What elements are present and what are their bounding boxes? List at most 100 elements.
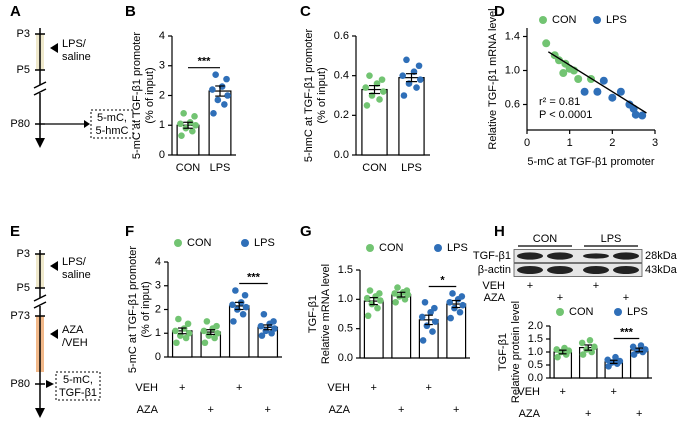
data-point <box>449 290 456 297</box>
data-point <box>363 102 371 109</box>
data-point <box>394 284 401 291</box>
data-point <box>242 303 250 311</box>
panel-label: F <box>125 223 134 240</box>
arrow-head <box>35 408 45 418</box>
y-axis-label: 5-mC at TGF-β1 promoter <box>131 32 143 159</box>
data-point <box>374 304 381 312</box>
x-axis-label: 5-mC at TGF-β1 promoter <box>527 156 654 168</box>
data-point <box>553 346 560 353</box>
data-point <box>180 110 187 117</box>
fit-line <box>547 51 647 114</box>
data-point <box>421 298 429 306</box>
treatment-label: AZA <box>519 408 541 420</box>
y-tick-label: 0.0 <box>334 149 349 161</box>
data-point <box>400 92 408 99</box>
arrow-head <box>84 120 90 128</box>
treatment-mark: + <box>208 404 214 416</box>
treatment-mark: + <box>527 280 533 292</box>
data-point <box>192 121 199 129</box>
readout-label: 5-mC, <box>97 112 127 124</box>
y-axis-label: TGF-β1 <box>307 295 319 333</box>
data-point <box>364 312 372 320</box>
data-point <box>378 76 386 83</box>
legend-marker <box>174 239 182 247</box>
timeline-e: P3 P5 P73 P80 LPS/ saline AZA /VEH 5-mC,… <box>10 248 101 418</box>
blot-band <box>547 252 573 260</box>
blot-group-label: CON <box>533 233 558 245</box>
data-point <box>185 329 193 337</box>
y-tick-label: 2 <box>155 303 161 315</box>
blot-band-size: 43kDa <box>645 264 678 276</box>
treatment-mark: + <box>593 280 599 292</box>
data-point <box>376 297 384 304</box>
arrow-head <box>35 138 45 148</box>
legend-label: LPS <box>606 14 627 26</box>
data-point <box>586 337 594 344</box>
data-point <box>362 84 369 91</box>
day-label: P5 <box>17 64 30 76</box>
data-point <box>209 86 216 93</box>
blot-band-size: 28kDa <box>645 250 678 262</box>
legend-marker <box>241 239 249 247</box>
x-tick-label: 0 <box>524 137 530 149</box>
y-tick-label: 0 <box>159 149 165 161</box>
treatment-label: /VEH <box>62 337 88 349</box>
day-label: P73 <box>10 310 30 322</box>
day-label: P80 <box>10 118 30 130</box>
annotation: r² = 0.81 <box>539 96 580 108</box>
data-point <box>203 318 211 325</box>
data-point <box>631 110 640 119</box>
data-point <box>175 315 182 323</box>
treatment-mark: + <box>611 386 617 398</box>
y-tick-label: 0.6 <box>334 30 349 42</box>
data-point <box>224 92 231 99</box>
day-label: P5 <box>17 282 30 294</box>
x-tick-label: CON <box>362 162 387 174</box>
y-tick-label: 1 <box>155 327 161 339</box>
data-point <box>229 301 236 309</box>
break <box>33 85 47 93</box>
y-tick-label: 1.4 <box>505 30 520 42</box>
data-point <box>363 294 371 302</box>
treatment-label: AZA <box>329 404 351 416</box>
blot-band <box>583 253 609 259</box>
blot-band <box>613 252 639 260</box>
data-point <box>391 290 399 297</box>
annotation: P < 0.0001 <box>539 109 592 121</box>
data-point <box>260 310 268 318</box>
readout-label: 5-hmC <box>95 125 128 137</box>
treatment-mark: + <box>623 292 629 304</box>
y-tick-label: 4 <box>155 256 161 268</box>
data-point <box>211 334 218 342</box>
data-point <box>555 56 563 65</box>
data-point <box>574 75 583 83</box>
y-axis-label: 5-hmC at TGF-β1 promoter <box>303 29 315 163</box>
panel-label: B <box>125 3 136 20</box>
treatment-mark: + <box>265 404 271 416</box>
data-point <box>637 342 645 349</box>
treatment-mark: + <box>560 386 566 398</box>
data-point <box>189 127 196 135</box>
data-point <box>580 87 589 96</box>
legend-label: LPS <box>627 306 648 318</box>
y-tick-label: 1 <box>159 119 165 131</box>
blot-band <box>547 266 573 274</box>
blot-strip <box>513 249 643 263</box>
treatment-label: AZA <box>137 404 159 416</box>
y-tick-label: 3 <box>155 280 161 292</box>
data-point <box>184 320 192 328</box>
legend-label: CON <box>569 306 594 318</box>
legend-marker <box>556 308 564 316</box>
data-point <box>429 328 436 335</box>
blot-band <box>583 266 609 274</box>
x-tick-label: 1 <box>567 137 573 149</box>
data-point <box>268 329 275 337</box>
legend-marker <box>366 244 374 252</box>
readout-label: 5-mC, <box>63 374 93 386</box>
x-tick-label: 2 <box>609 137 615 149</box>
bar <box>361 88 388 156</box>
data-point <box>417 76 424 83</box>
y-tick-label: 1.0 <box>338 293 353 305</box>
break-slash <box>33 301 47 309</box>
